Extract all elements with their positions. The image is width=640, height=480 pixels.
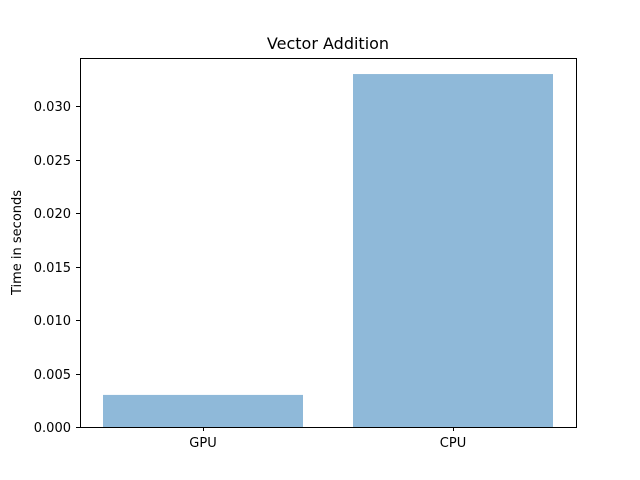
- bar-cpu: [353, 74, 553, 427]
- y-tick-label: 0.000: [34, 421, 71, 436]
- bars-layer: [103, 74, 553, 427]
- y-axis-label: Time in seconds: [10, 190, 25, 296]
- x-axis-ticks: GPU CPU: [189, 427, 466, 451]
- y-tick-label: 0.005: [34, 368, 71, 383]
- chart-title: Vector Addition: [267, 34, 389, 53]
- axes-layer: [80, 58, 577, 428]
- plot-frame: [80, 58, 577, 428]
- bar-gpu: [103, 394, 303, 427]
- y-tick-label: 0.010: [34, 314, 71, 329]
- y-tick-label: 0.030: [34, 100, 71, 115]
- y-axis-ticks: 0.000 0.005 0.010 0.015 0.020 0.025 0.030: [34, 100, 80, 436]
- x-tick-label: GPU: [189, 436, 216, 451]
- y-tick-label: 0.015: [34, 261, 71, 276]
- y-tick-label: 0.025: [34, 154, 71, 169]
- y-tick-label: 0.020: [34, 207, 71, 222]
- x-tick-label: CPU: [440, 436, 466, 451]
